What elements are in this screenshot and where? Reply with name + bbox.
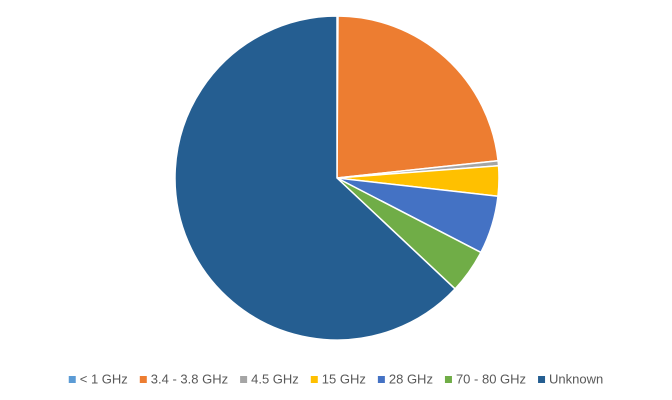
legend-swatch [444,376,452,383]
pie-slice [336,15,499,179]
legend-label: 4.5 GHz [251,371,299,386]
legend-swatch [377,376,385,383]
legend-label: 70 - 80 GHz [456,371,526,386]
legend-label: Unknown [549,371,603,386]
legend-label: 3.4 - 3.8 GHz [151,371,228,386]
legend-label: < 1 GHz [80,371,128,386]
legend-swatch [68,376,76,383]
legend-swatch [139,376,147,383]
legend-swatch [310,376,318,383]
pie-slice [174,15,457,341]
legend-label: 15 GHz [322,371,366,386]
legend-swatch [240,376,248,383]
legend-swatch [538,376,546,383]
legend-label: 28 GHz [389,371,433,386]
